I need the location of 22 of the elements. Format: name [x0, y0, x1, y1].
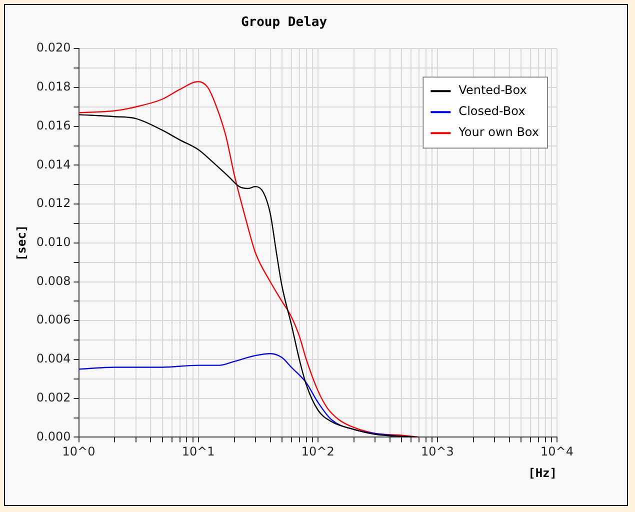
- y-tick-label: 0.006: [36, 312, 71, 327]
- x-tick-label: 10^1: [182, 444, 215, 459]
- y-tick-label: 0.002: [36, 390, 71, 404]
- x-tick-label: 10^2: [301, 444, 334, 459]
- y-tick-label: 0.012: [36, 196, 71, 210]
- legend-label: Closed-Box: [458, 104, 526, 118]
- x-tick-label: 10^3: [420, 444, 454, 459]
- legend-label: Vented-Box: [458, 83, 527, 98]
- y-tick-label: 0.008: [36, 274, 71, 288]
- y-tick-label: 0.014: [36, 157, 71, 172]
- y-axis-title: [sec]: [14, 224, 28, 261]
- y-tick-label: 0.004: [36, 352, 71, 366]
- y-tick-label: 0.020: [36, 40, 71, 55]
- y-tick-label: 0.000: [36, 429, 71, 444]
- x-tick-label: 10^0: [62, 444, 96, 459]
- chart-title: Group Delay: [240, 15, 328, 30]
- x-axis-title: [Hz]: [528, 466, 557, 480]
- y-tick-label: 0.018: [36, 80, 71, 94]
- y-tick-label: 0.010: [36, 235, 71, 250]
- legend-label: Your own Box: [458, 125, 540, 140]
- y-tick-label: 0.016: [36, 118, 71, 132]
- x-tick-label: 10^4: [540, 444, 574, 459]
